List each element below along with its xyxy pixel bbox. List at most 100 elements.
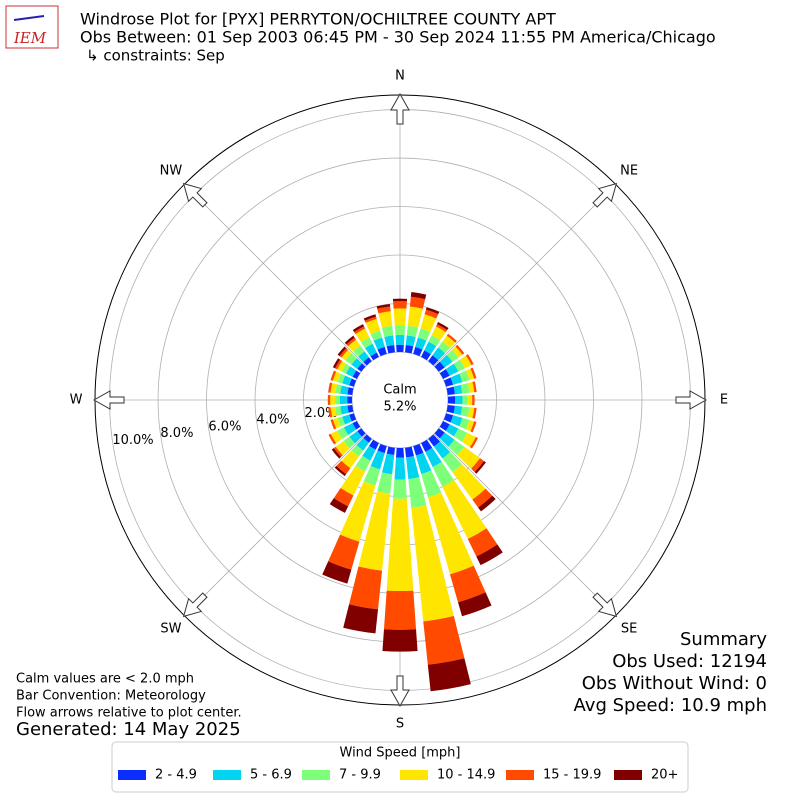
logo: IEM — [5, 5, 59, 49]
bar-segment — [363, 465, 381, 486]
bar-segment — [382, 629, 418, 652]
bar-segment — [352, 324, 365, 333]
bar-segment — [460, 406, 470, 417]
flow-arrow-shape — [390, 92, 410, 125]
summary: Summary — [680, 629, 767, 650]
bar-segment — [443, 413, 454, 423]
bar-segment — [394, 457, 406, 480]
bar-segment — [358, 351, 369, 362]
bar-segment — [356, 438, 369, 451]
bar-segment — [432, 347, 446, 361]
bar-segment — [453, 359, 465, 372]
bar-segment — [415, 452, 432, 475]
bar-segment — [330, 395, 336, 405]
logo-text: IEM — [13, 29, 47, 47]
bar-segment — [439, 432, 455, 447]
bar-segment — [417, 328, 431, 341]
legend-label: 20+ — [651, 768, 678, 783]
bar-segment — [470, 421, 477, 433]
bar-segment — [360, 337, 373, 349]
radial-grid-line — [433, 184, 616, 367]
bar-segment — [342, 375, 352, 386]
logo-frame — [5, 5, 59, 49]
flow-arrow-shape — [390, 675, 410, 708]
bar-segment — [425, 447, 442, 468]
bar-segment — [340, 385, 349, 395]
bar-segment — [364, 316, 377, 323]
bar-segment — [478, 495, 496, 512]
bar-segment — [439, 369, 450, 379]
bar-segment — [409, 296, 426, 309]
bar-segment — [423, 615, 465, 665]
bar-segment — [353, 345, 365, 357]
bar-segment — [339, 348, 349, 358]
bar-segment — [365, 343, 377, 357]
bar-segment — [415, 337, 427, 350]
legend-label: 10 - 14.9 — [437, 768, 495, 783]
bar-segment — [433, 441, 451, 459]
bar-segment — [392, 298, 408, 302]
bar-segment — [455, 344, 465, 355]
flow-arrow-shape — [182, 182, 208, 208]
bar-segment — [421, 439, 433, 452]
bar-segment — [331, 448, 342, 459]
summary: Obs Without Wind: 0 — [582, 673, 767, 694]
flow-arrow-shape — [182, 592, 208, 618]
bar-segment — [448, 439, 465, 456]
bar-segment — [335, 395, 341, 405]
bar-segment — [347, 396, 353, 404]
compass-label: W — [70, 393, 83, 408]
bar-segment — [362, 445, 376, 461]
note: Flow arrows relative to plot center. — [16, 706, 242, 721]
bar-segment — [332, 371, 341, 383]
bar-segment — [336, 460, 351, 475]
bar-segment — [442, 451, 462, 473]
bar-segment — [472, 394, 475, 406]
legend-title: Wind Speed [mph] — [340, 746, 461, 761]
compass-label: NE — [620, 163, 638, 178]
bar-segment — [369, 439, 379, 450]
bar-segment — [386, 446, 395, 455]
bar-segment — [410, 291, 427, 300]
bar-segment — [425, 307, 440, 315]
bar-segment — [357, 363, 366, 372]
bar-segment — [352, 370, 361, 379]
bar-segment — [384, 335, 395, 347]
bar-segment — [407, 306, 423, 328]
bar-segment — [393, 308, 407, 326]
bar-segment — [443, 377, 454, 387]
bar-segment — [453, 405, 463, 416]
legend-swatch — [614, 770, 642, 780]
bar-segment — [467, 394, 473, 406]
bar-segment — [460, 383, 470, 394]
bar-segment — [420, 314, 437, 332]
bar-segment — [363, 314, 377, 321]
bar-segment — [344, 335, 355, 345]
bar-segment — [377, 443, 387, 454]
bar-segment — [469, 436, 479, 449]
bar-segment — [465, 419, 475, 432]
bar-segment — [472, 381, 477, 393]
radial-grid-line — [184, 184, 367, 367]
bar-segment — [341, 349, 352, 361]
bar-segment — [411, 505, 454, 622]
bar-segment — [335, 406, 342, 416]
bar-segment — [355, 455, 371, 472]
bar-segment — [459, 355, 472, 369]
compass-label: E — [720, 393, 728, 408]
bar-segment — [421, 470, 442, 498]
r-tick-label: 10.0% — [112, 433, 153, 448]
bar-segment — [383, 590, 417, 630]
compass-label: S — [396, 717, 404, 732]
bar-segment — [354, 326, 366, 335]
bar-segment — [337, 346, 347, 357]
bar-segment — [328, 407, 333, 418]
radial-grid-line — [433, 433, 616, 616]
bar-segment — [472, 407, 477, 419]
flow-arrow — [182, 592, 208, 618]
bar-segment — [355, 328, 370, 343]
summary: Avg Speed: 10.9 mph — [574, 695, 767, 716]
bar-segment — [427, 492, 474, 575]
bar-segment — [467, 528, 498, 557]
